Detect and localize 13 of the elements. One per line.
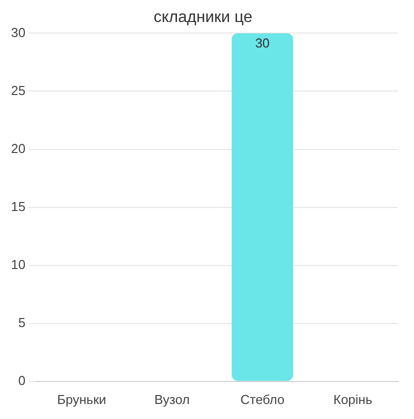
x-tick-label: Корінь [333,392,372,407]
y-tick-label: 30 [10,24,26,40]
y-tick-label: 5 [18,314,26,330]
data-label: 30 [255,35,270,50]
y-tick-label: 15 [10,198,26,214]
x-tick-label: Стебло [240,392,284,407]
y-tick-label: 10 [10,256,26,272]
y-tick-label: 25 [10,82,26,98]
chart-title: складники це [154,9,252,26]
x-tick-label: Бруньки [57,392,106,407]
x-tick-label: Вузол [154,392,190,407]
y-tick-label: 0 [18,372,26,388]
y-tick-label: 20 [10,140,26,156]
